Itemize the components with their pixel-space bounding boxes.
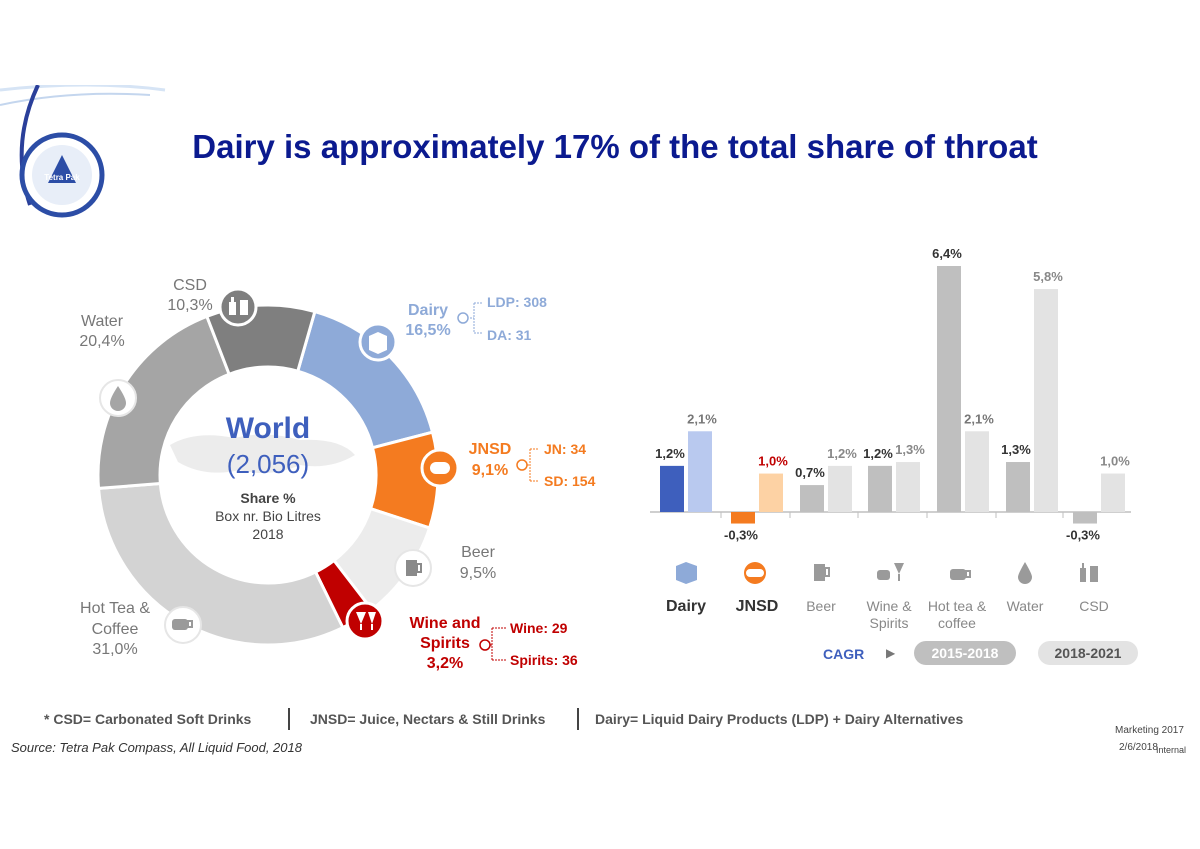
beer-value: 9,5% <box>460 565 496 582</box>
csd-label: CSD <box>173 277 207 294</box>
water-drop-icon <box>99 379 137 417</box>
jnsd-detail-jn: JN: 34 <box>544 441 586 457</box>
svg-text:Tetra Pak: Tetra Pak <box>44 173 80 182</box>
bar-category-label: Hot tea & <box>928 598 987 614</box>
footnote-dairy: Dairy= Liquid Dairy Products (LDP) + Dai… <box>595 711 964 727</box>
bar-value-label: 2,1% <box>687 411 717 426</box>
milk-carton-icon <box>358 322 398 362</box>
bar-2018-2021 <box>759 473 783 512</box>
bar-2018-2021 <box>965 431 989 512</box>
bar-value-label: 1,2% <box>827 446 857 461</box>
bar-category-label: Beer <box>806 598 836 614</box>
date-label: 2/6/2018 <box>1119 742 1158 753</box>
center-unit: Box nr. Bio Litres <box>215 508 321 524</box>
bar-value-label: 0,7% <box>795 465 825 480</box>
dairy-detail-da: DA: 31 <box>487 327 532 343</box>
bar-dairy-icon <box>676 562 697 584</box>
center-total: (2,056) <box>227 449 309 479</box>
world-map-shape <box>170 434 355 474</box>
bar-2015-2018 <box>800 485 824 512</box>
donut-slice-water <box>96 314 232 491</box>
water-label: Water <box>81 313 124 330</box>
jnsd-label: JNSD <box>469 441 512 458</box>
bar-value-label: 1,0% <box>758 454 788 469</box>
bar-category-label: coffee <box>938 615 976 631</box>
beer-label: Beer <box>461 544 495 561</box>
juice-icon <box>420 448 460 488</box>
bar-2015-2018 <box>1006 462 1030 512</box>
wine-icon <box>345 601 385 641</box>
cagr-bar-chart: 1,2%2,1%-0,3%1,0%0,7%1,2% 1,2% 1,3%6,4%2,1… <box>650 246 1131 631</box>
center-share-label: Share % <box>240 490 296 506</box>
bar-jnsd-icon <box>744 562 766 584</box>
center-title: World <box>226 412 310 445</box>
footnote-separator <box>577 708 579 730</box>
wine-detail-spirits: Spirits: 36 <box>510 652 578 668</box>
bar-beer-icon <box>814 564 830 581</box>
donut-slice-hot-tea-coffee <box>96 481 345 647</box>
source-note: Source: Tetra Pak Compass, All Liquid Fo… <box>11 740 302 755</box>
center-year: 2018 <box>252 526 283 542</box>
bar-csd-icon <box>1080 563 1098 582</box>
dairy-detail-ldp: LDP: 308 <box>487 294 547 310</box>
bar-value-label: -0,3% <box>724 528 758 543</box>
bar-value-label: 6,4% <box>932 246 962 261</box>
dairy-value: 16,5% <box>405 322 450 339</box>
classification-label: Internal <box>1156 745 1187 755</box>
csd-value: 10,3% <box>167 297 212 314</box>
water-value: 20,4% <box>79 333 124 350</box>
bar-value-label: 1,2% <box>655 446 685 461</box>
jnsd-detail-sd: SD: 154 <box>544 473 596 489</box>
footnote-separator <box>288 708 290 730</box>
bar-wine-icon <box>877 563 904 581</box>
jnsd-value: 9,1% <box>472 462 508 479</box>
bar-category-label: JNSD <box>736 598 779 615</box>
wine-label-line1: Wine and <box>410 615 481 632</box>
bar-value-label: 1,3% <box>895 442 925 457</box>
bar-2018-2021 <box>688 431 712 512</box>
legend-pill-2018-2021: 2018-2021 <box>1038 641 1138 665</box>
tetra-pak-logo: Tetra Pak <box>0 85 166 218</box>
bar-value-label: 5,8% <box>1033 269 1063 284</box>
wine-value: 3,2% <box>427 655 463 672</box>
bar-value-label: 1,0% <box>1100 454 1130 469</box>
wine-label-line2: Spirits <box>420 635 470 652</box>
hot-tea-value: 31,0% <box>92 641 137 658</box>
bar-2018-2021 <box>896 462 920 512</box>
hot-tea-label-line2: Coffee <box>92 621 139 638</box>
bar-2018-2021 <box>1101 473 1125 512</box>
bar-category-label: CSD <box>1079 598 1109 614</box>
bottles-icon <box>218 287 258 327</box>
beer-icon <box>394 549 432 587</box>
bar-value-label: 1,2% <box>863 446 893 461</box>
bar-water-icon <box>1018 562 1032 584</box>
bar-2018-2021 <box>1034 289 1058 512</box>
bar-value-label: 2,1% <box>964 411 994 426</box>
bar-2015-2018 <box>937 266 961 512</box>
bar-2015-2018 <box>868 465 892 512</box>
hot-tea-label-line1: Hot Tea & <box>80 600 150 617</box>
bar-coffee-icon <box>950 569 971 580</box>
bar-value-label: -0,3% <box>1066 528 1100 543</box>
bar-category-label: Water <box>1007 598 1044 614</box>
department-label: Marketing 2017 <box>1115 725 1184 736</box>
legend-pill-2015-2018: 2015-2018 <box>914 641 1016 665</box>
bar-category-label: Spirits <box>870 615 909 631</box>
wine-detail-wine: Wine: 29 <box>510 620 568 636</box>
dairy-label: Dairy <box>408 302 448 319</box>
bar-2015-2018 <box>660 465 684 512</box>
bar-2015-2018 <box>731 512 755 524</box>
coffee-cup-icon <box>164 606 202 644</box>
bar-category-label: Wine & <box>866 598 912 614</box>
legend-title: CAGR <box>823 646 865 662</box>
bar-2018-2021 <box>828 465 852 512</box>
legend-arrow: ▶ <box>886 646 896 660</box>
bar-value-label: 1,3% <box>1001 442 1031 457</box>
footnote-jnsd: JNSD= Juice, Nectars & Still Drinks <box>310 711 546 727</box>
page-title: Dairy is approximately 17% of the total … <box>192 128 1038 165</box>
bar-2015-2018 <box>1073 512 1097 524</box>
footnote-csd: * CSD= Carbonated Soft Drinks <box>44 711 252 727</box>
donut-chart: World (2,056) Share % Box nr. Bio Litres… <box>79 277 596 672</box>
bar-category-label: Dairy <box>666 598 706 615</box>
